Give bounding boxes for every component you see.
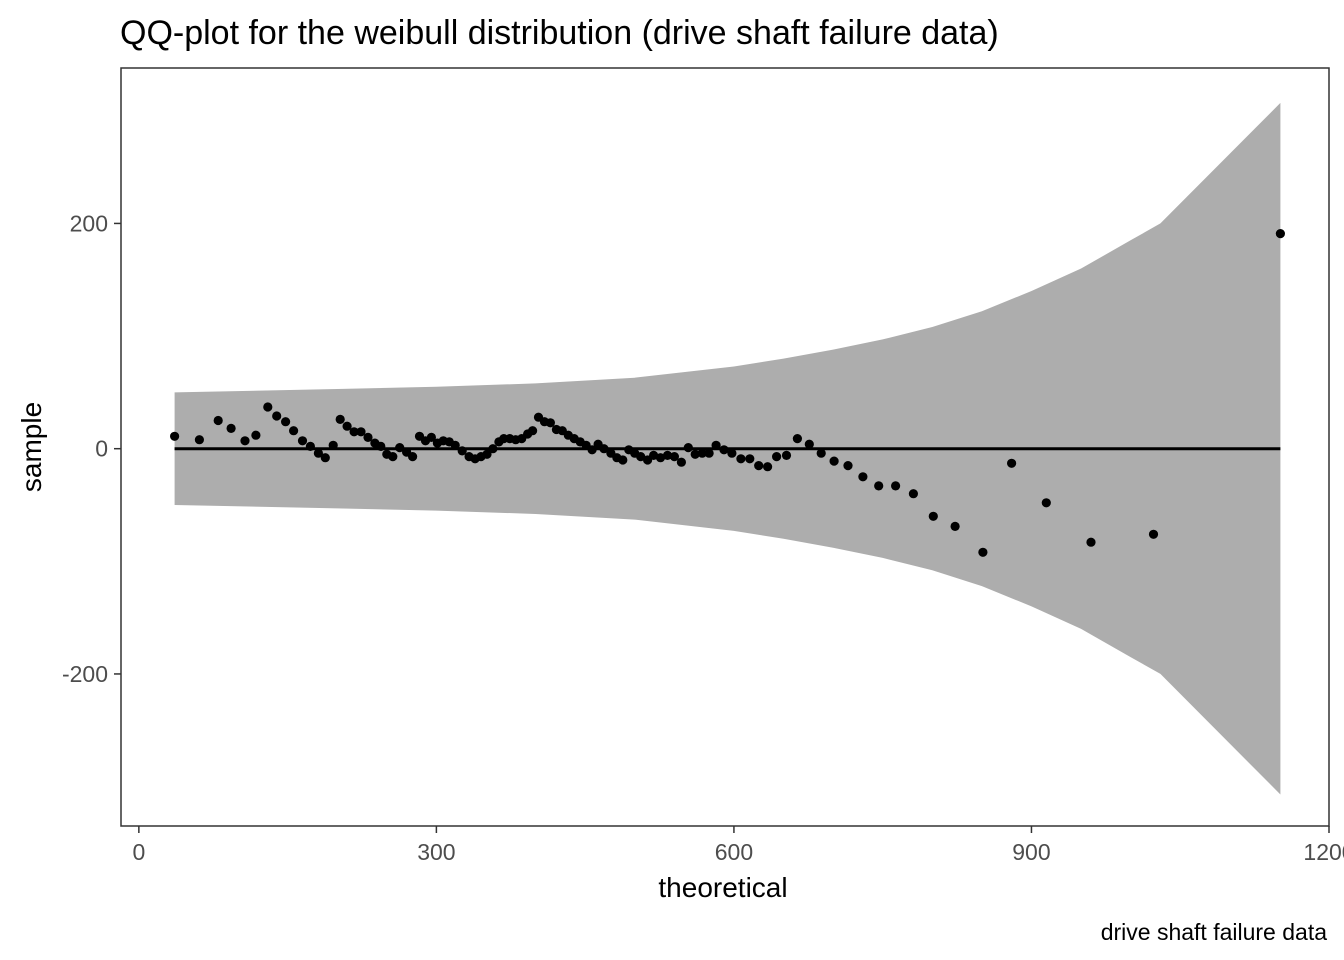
data-point: [950, 521, 960, 532]
data-point: [263, 402, 273, 412]
x-tick-label: 1200: [1303, 839, 1344, 865]
data-point: [704, 448, 714, 458]
data-point: [697, 448, 707, 458]
y-axis-title: sample: [16, 402, 47, 492]
data-point: [669, 452, 680, 462]
data-point: [528, 426, 538, 436]
data-point: [213, 415, 223, 426]
data-point: [281, 417, 291, 427]
data-point: [426, 432, 436, 442]
y-tick-label: 200: [70, 210, 108, 236]
data-point: [320, 453, 330, 463]
data-point: [719, 445, 729, 455]
data-point: [450, 440, 460, 450]
chart-title: QQ-plot for the weibull distribution (dr…: [120, 14, 999, 52]
data-point: [763, 462, 773, 472]
data-point: [1007, 458, 1017, 468]
data-point: [816, 448, 826, 458]
data-point: [342, 421, 352, 431]
data-point: [891, 481, 901, 491]
data-point: [376, 441, 386, 451]
data-point: [226, 423, 236, 433]
data-point: [240, 436, 250, 446]
data-point: [599, 444, 609, 454]
sample-points: [170, 229, 1285, 557]
y-tick-label: -200: [62, 661, 108, 687]
data-point: [1041, 498, 1051, 508]
data-point: [545, 418, 556, 428]
y-tick-label: 0: [95, 436, 108, 462]
x-tick-label: 0: [132, 839, 145, 865]
data-point: [736, 454, 746, 464]
data-point: [272, 411, 282, 421]
data-point: [1275, 229, 1285, 239]
data-point: [618, 455, 628, 465]
data-point: [251, 430, 261, 440]
data-point: [781, 450, 792, 460]
data-point: [305, 441, 315, 451]
data-point: [1148, 529, 1159, 539]
data-point: [313, 448, 323, 458]
data-point: [754, 461, 764, 471]
data-point: [978, 547, 988, 557]
data-point: [349, 427, 359, 437]
data-point: [488, 444, 498, 454]
y-axis: -200 0 200: [62, 210, 121, 687]
x-tick-label: 900: [1012, 839, 1050, 865]
data-point: [636, 452, 646, 462]
data-point: [297, 436, 308, 446]
plot-panel: [120, 67, 1330, 827]
data-point: [408, 452, 418, 462]
x-axis-title: theoretical: [658, 872, 787, 903]
data-point: [482, 449, 492, 459]
data-point: [683, 443, 693, 453]
chart-caption: drive shaft failure data: [1101, 919, 1328, 945]
data-point: [1086, 537, 1096, 547]
data-point: [194, 435, 204, 445]
data-point: [908, 489, 919, 499]
panel-border: [120, 67, 1330, 827]
data-point: [662, 450, 673, 460]
data-point: [328, 440, 338, 450]
data-point: [587, 445, 597, 455]
data-point: [928, 511, 938, 521]
x-tick-label: 600: [715, 839, 753, 865]
data-point: [858, 472, 868, 482]
data-point: [745, 454, 755, 464]
data-point: [792, 434, 803, 444]
data-point: [363, 432, 373, 442]
data-point: [676, 457, 687, 467]
data-point: [772, 452, 782, 462]
data-point: [804, 439, 814, 449]
data-point: [388, 452, 398, 462]
x-axis: 0 300 600 900 1200: [132, 826, 1344, 865]
data-point: [335, 414, 345, 424]
data-point: [829, 456, 839, 466]
x-tick-label: 300: [417, 839, 455, 865]
data-point: [690, 449, 700, 459]
data-point: [874, 481, 884, 491]
data-point: [655, 453, 666, 463]
data-point: [356, 427, 366, 437]
data-point: [457, 446, 467, 456]
data-point: [170, 431, 180, 441]
data-point: [843, 461, 853, 471]
data-point: [711, 440, 721, 450]
data-point: [289, 426, 299, 436]
data-point: [727, 448, 737, 458]
data-point: [395, 443, 405, 453]
